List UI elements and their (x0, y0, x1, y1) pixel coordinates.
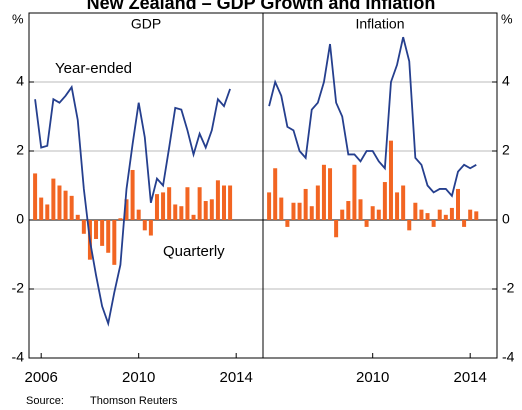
bar (334, 220, 339, 238)
bar (45, 204, 50, 220)
panel-title: GDP (131, 16, 161, 32)
bar (413, 202, 418, 220)
line-series (268, 36, 477, 198)
y-tick-label: -4 (12, 349, 25, 365)
bar (179, 206, 184, 220)
series-label: Quarterly (163, 243, 225, 260)
bar (285, 220, 290, 227)
x-tick-label: 2006 (25, 369, 58, 386)
bar (167, 187, 172, 220)
y-tick-label: 4 (502, 73, 510, 89)
bar (191, 214, 196, 220)
bar (395, 192, 400, 220)
bar (203, 201, 208, 220)
bar (197, 187, 202, 220)
bar (75, 214, 80, 220)
bar (425, 213, 430, 220)
y-tick-label: 4 (16, 73, 24, 89)
bar (456, 188, 460, 220)
bar (273, 168, 278, 220)
bar (33, 173, 38, 220)
bar (267, 192, 272, 220)
bar (309, 206, 314, 220)
bar (437, 209, 442, 220)
bar (340, 209, 345, 220)
source-label: Source: (26, 395, 64, 407)
y-tick-label: 0 (16, 211, 24, 227)
bar (443, 214, 448, 220)
bar (209, 199, 214, 220)
bar (468, 209, 473, 220)
line-series (34, 84, 231, 327)
bar (419, 209, 424, 220)
bar (352, 164, 357, 220)
bar (388, 140, 393, 220)
bar (328, 168, 333, 220)
bar (474, 211, 479, 220)
y-tick-label: -2 (502, 280, 515, 296)
bar (321, 164, 326, 220)
bar (154, 194, 159, 220)
x-tick-label: 2014 (220, 369, 253, 386)
bar (346, 201, 351, 220)
y-tick-label: -4 (502, 349, 515, 365)
y-tick-label: 0 (502, 211, 510, 227)
bar (100, 220, 105, 246)
bar (382, 182, 387, 220)
source: Thomson Reuters (90, 395, 178, 407)
y-tick-label: 2 (502, 142, 510, 158)
bar (124, 199, 129, 220)
bar (142, 220, 147, 231)
bar (161, 192, 166, 220)
bar (315, 185, 320, 220)
y-tick-label: 2 (16, 142, 24, 158)
bar (130, 169, 135, 220)
bar (401, 185, 406, 220)
bar (228, 185, 233, 220)
bar (303, 188, 308, 220)
bar (148, 220, 153, 236)
bar (185, 187, 190, 220)
bar (94, 220, 99, 239)
bar (112, 220, 117, 265)
bar (57, 185, 62, 220)
bar (449, 207, 454, 220)
x-tick-label: 2010 (356, 369, 389, 386)
bar (407, 220, 412, 231)
bar (51, 178, 56, 220)
bar (279, 197, 284, 220)
bar (173, 204, 178, 220)
bar (106, 220, 111, 253)
bar (376, 209, 381, 220)
bar (358, 199, 363, 220)
y-tick-label: -2 (12, 280, 25, 296)
panel-title: Inflation (355, 16, 404, 32)
bar (81, 220, 86, 234)
y-axis-unit: % (501, 11, 513, 26)
bar (297, 202, 302, 220)
bar (118, 218, 123, 220)
x-tick-label: 2014 (454, 369, 487, 386)
bar (462, 220, 467, 227)
bar (291, 202, 296, 220)
series-label: Year-ended (55, 60, 132, 77)
bar (39, 197, 44, 220)
x-tick-label: 2010 (122, 369, 155, 386)
bar (364, 220, 369, 227)
chart-title: New Zealand – GDP Growth and Inflation (87, 0, 436, 13)
bar (63, 190, 68, 220)
bar (370, 206, 375, 220)
bar (69, 195, 74, 220)
y-axis-unit: % (12, 11, 24, 26)
bar (222, 185, 226, 220)
bar (431, 220, 436, 227)
bar (136, 209, 141, 220)
bar (215, 180, 220, 220)
